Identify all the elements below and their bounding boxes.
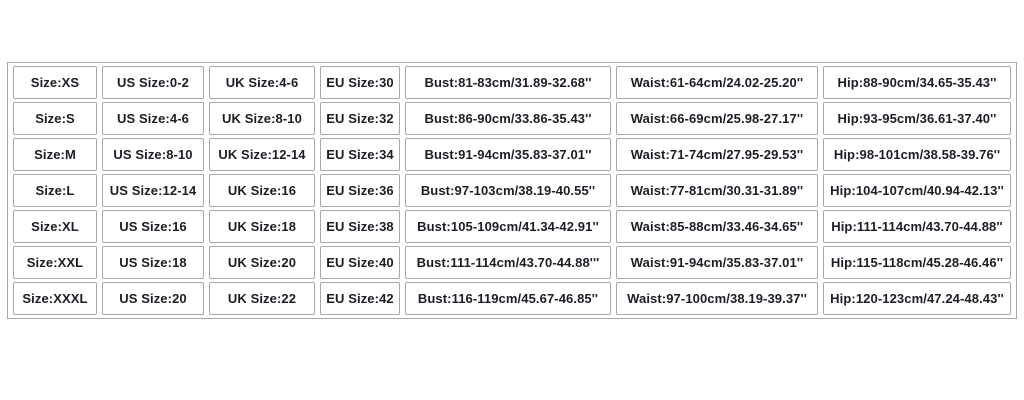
cell-bust: Bust:116-119cm/45.67-46.85'' bbox=[405, 282, 611, 315]
table-row-l: Size:L US Size:12-14 UK Size:16 EU Size:… bbox=[13, 174, 1011, 207]
cell-uk-size: UK Size:20 bbox=[209, 246, 315, 279]
cell-size: Size:L bbox=[13, 174, 97, 207]
cell-eu-size: EU Size:38 bbox=[320, 210, 400, 243]
cell-eu-size: EU Size:32 bbox=[320, 102, 400, 135]
cell-size: Size:XXXL bbox=[13, 282, 97, 315]
cell-uk-size: UK Size:16 bbox=[209, 174, 315, 207]
cell-waist: Waist:71-74cm/27.95-29.53'' bbox=[616, 138, 818, 171]
cell-us-size: US Size:4-6 bbox=[102, 102, 204, 135]
size-chart-table: Size:XS US Size:0-2 UK Size:4-6 EU Size:… bbox=[7, 62, 1017, 319]
cell-size: Size:XXL bbox=[13, 246, 97, 279]
cell-bust: Bust:91-94cm/35.83-37.01'' bbox=[405, 138, 611, 171]
cell-hip: Hip:98-101cm/38.58-39.76'' bbox=[823, 138, 1011, 171]
cell-us-size: US Size:20 bbox=[102, 282, 204, 315]
cell-hip: Hip:120-123cm/47.24-48.43'' bbox=[823, 282, 1011, 315]
cell-uk-size: UK Size:22 bbox=[209, 282, 315, 315]
cell-waist: Waist:77-81cm/30.31-31.89'' bbox=[616, 174, 818, 207]
cell-eu-size: EU Size:36 bbox=[320, 174, 400, 207]
size-chart-image: Size:XS US Size:0-2 UK Size:4-6 EU Size:… bbox=[7, 62, 1017, 333]
cell-waist: Waist:61-64cm/24.02-25.20'' bbox=[616, 66, 818, 99]
cell-size: Size:M bbox=[13, 138, 97, 171]
cell-us-size: US Size:8-10 bbox=[102, 138, 204, 171]
cell-bust: Bust:105-109cm/41.34-42.91'' bbox=[405, 210, 611, 243]
table-row-m: Size:M US Size:8-10 UK Size:12-14 EU Siz… bbox=[13, 138, 1011, 171]
cell-eu-size: EU Size:30 bbox=[320, 66, 400, 99]
cell-us-size: US Size:16 bbox=[102, 210, 204, 243]
table-row-xxl: Size:XXL US Size:18 UK Size:20 EU Size:4… bbox=[13, 246, 1011, 279]
cell-bust: Bust:97-103cm/38.19-40.55'' bbox=[405, 174, 611, 207]
cell-us-size: US Size:12-14 bbox=[102, 174, 204, 207]
cell-uk-size: UK Size:4-6 bbox=[209, 66, 315, 99]
cell-hip: Hip:88-90cm/34.65-35.43'' bbox=[823, 66, 1011, 99]
table-row-xs: Size:XS US Size:0-2 UK Size:4-6 EU Size:… bbox=[13, 66, 1011, 99]
cell-eu-size: EU Size:34 bbox=[320, 138, 400, 171]
cell-uk-size: UK Size:18 bbox=[209, 210, 315, 243]
cell-waist: Waist:97-100cm/38.19-39.37'' bbox=[616, 282, 818, 315]
cell-bust: Bust:81-83cm/31.89-32.68'' bbox=[405, 66, 611, 99]
cell-eu-size: EU Size:40 bbox=[320, 246, 400, 279]
cell-waist: Waist:91-94cm/35.83-37.01'' bbox=[616, 246, 818, 279]
cell-us-size: US Size:18 bbox=[102, 246, 204, 279]
cell-eu-size: EU Size:42 bbox=[320, 282, 400, 315]
cell-hip: Hip:93-95cm/36.61-37.40'' bbox=[823, 102, 1011, 135]
cell-waist: Waist:85-88cm/33.46-34.65'' bbox=[616, 210, 818, 243]
cell-uk-size: UK Size:8-10 bbox=[209, 102, 315, 135]
cell-us-size: US Size:0-2 bbox=[102, 66, 204, 99]
cell-size: Size:XL bbox=[13, 210, 97, 243]
cell-bust: Bust:111-114cm/43.70-44.88''' bbox=[405, 246, 611, 279]
cell-uk-size: UK Size:12-14 bbox=[209, 138, 315, 171]
cell-size: Size:XS bbox=[13, 66, 97, 99]
cell-waist: Waist:66-69cm/25.98-27.17'' bbox=[616, 102, 818, 135]
cell-hip: Hip:111-114cm/43.70-44.88'' bbox=[823, 210, 1011, 243]
cell-hip: Hip:115-118cm/45.28-46.46'' bbox=[823, 246, 1011, 279]
cell-bust: Bust:86-90cm/33.86-35.43'' bbox=[405, 102, 611, 135]
table-row-xl: Size:XL US Size:16 UK Size:18 EU Size:38… bbox=[13, 210, 1011, 243]
cell-hip: Hip:104-107cm/40.94-42.13'' bbox=[823, 174, 1011, 207]
table-row-xxxl: Size:XXXL US Size:20 UK Size:22 EU Size:… bbox=[13, 282, 1011, 315]
table-row-s: Size:S US Size:4-6 UK Size:8-10 EU Size:… bbox=[13, 102, 1011, 135]
cell-size: Size:S bbox=[13, 102, 97, 135]
